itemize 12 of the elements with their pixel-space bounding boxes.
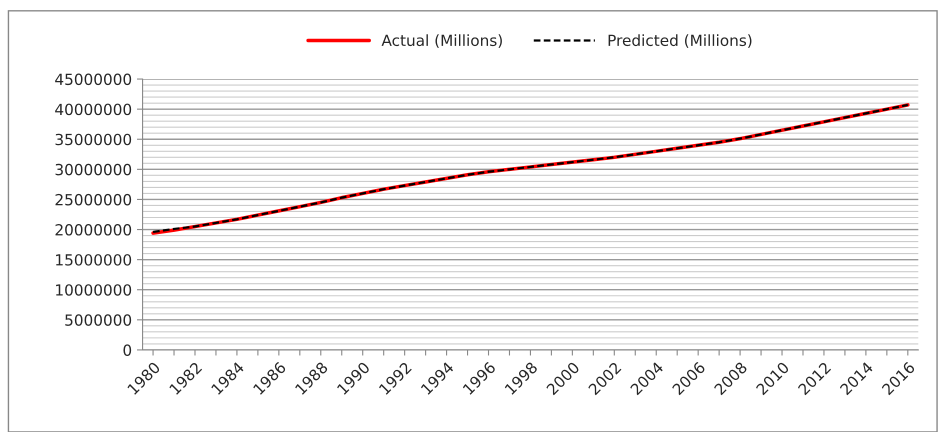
y-tick-label: 15000000	[56, 254, 132, 266]
y-tick-label: 5000000	[65, 314, 132, 326]
y-tick-label: 25000000	[56, 194, 132, 206]
y-tick-label: 0	[123, 344, 132, 356]
y-tick-label: 35000000	[56, 134, 132, 146]
legend-label: Actual (Millions)	[382, 34, 502, 48]
y-tick-label: 10000000	[56, 284, 132, 296]
y-tick-label: 30000000	[56, 164, 132, 176]
y-tick-label: 45000000	[55, 74, 132, 86]
y-tick-label: 40000000	[55, 104, 132, 116]
y-tick-label: 20000000	[56, 224, 132, 236]
legend-label: Predicted (Millions)	[608, 34, 752, 48]
